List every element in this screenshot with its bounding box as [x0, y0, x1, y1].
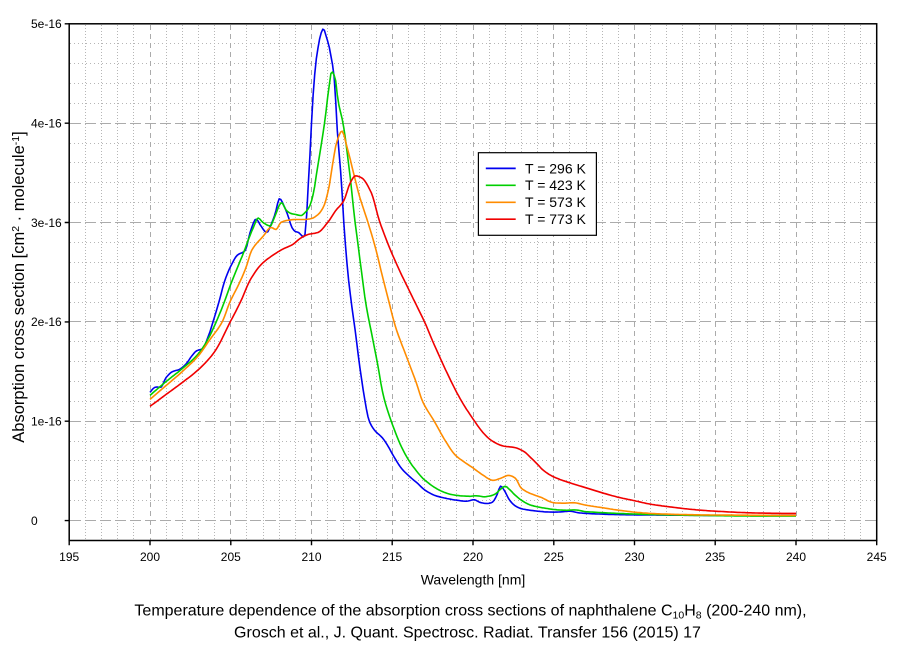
svg-text:230: 230: [624, 550, 644, 564]
svg-text:Absorption cross section [cm2: Absorption cross section [cm2 · molecule…: [10, 131, 28, 442]
svg-text:215: 215: [382, 550, 402, 564]
svg-text:3e-16: 3e-16: [31, 216, 62, 230]
svg-text:245: 245: [867, 550, 887, 564]
svg-text:220: 220: [463, 550, 483, 564]
svg-text:0: 0: [31, 514, 38, 528]
svg-text:225: 225: [544, 550, 564, 564]
svg-text:T = 573 K: T = 573 K: [525, 194, 587, 210]
svg-text:5e-16: 5e-16: [31, 17, 62, 31]
svg-text:195: 195: [59, 550, 79, 564]
svg-text:1e-16: 1e-16: [31, 415, 62, 429]
svg-text:T = 423 K: T = 423 K: [525, 177, 587, 193]
svg-text:Grosch et al., J. Quant. Spect: Grosch et al., J. Quant. Spectrosc. Radi…: [234, 625, 701, 642]
svg-text:210: 210: [301, 550, 321, 564]
svg-text:205: 205: [221, 550, 241, 564]
svg-text:Wavelength [nm]: Wavelength [nm]: [421, 572, 526, 588]
svg-text:T = 296 K: T = 296 K: [525, 160, 587, 176]
svg-text:2e-16: 2e-16: [31, 315, 62, 329]
svg-text:Temperature dependence of the: Temperature dependence of the absorption…: [134, 603, 806, 622]
svg-text:235: 235: [705, 550, 725, 564]
svg-text:T = 773 K: T = 773 K: [525, 211, 587, 227]
svg-text:200: 200: [140, 550, 160, 564]
svg-text:4e-16: 4e-16: [31, 117, 62, 131]
svg-text:240: 240: [786, 550, 806, 564]
